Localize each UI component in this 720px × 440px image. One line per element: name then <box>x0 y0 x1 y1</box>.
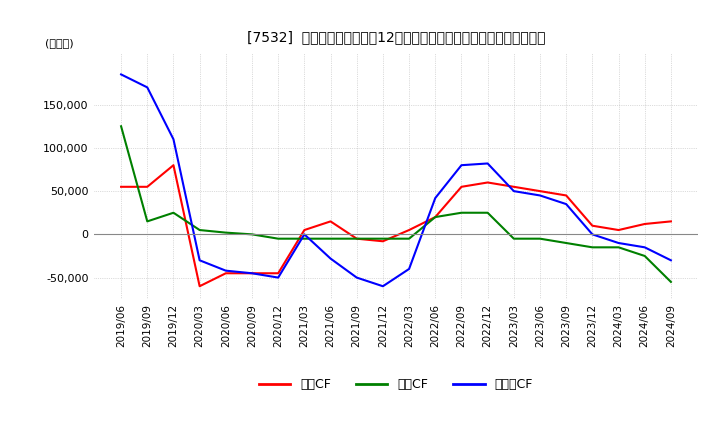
フリーCF <box>117 72 125 77</box>
フリーCF <box>326 256 335 261</box>
投資CF <box>143 219 152 224</box>
Legend: 営業CF, 投資CF, フリーCF: 営業CF, 投資CF, フリーCF <box>254 374 538 396</box>
営業CF <box>274 271 282 276</box>
フリーCF <box>614 240 623 246</box>
フリーCF <box>510 188 518 194</box>
フリーCF <box>195 258 204 263</box>
営業CF <box>117 184 125 190</box>
Title: [7532]  キャッシュフローの12か月移動合計の対前年同期増減額の推移: [7532] キャッシュフローの12か月移動合計の対前年同期増減額の推移 <box>247 31 545 45</box>
投資CF <box>195 227 204 233</box>
フリーCF <box>483 161 492 166</box>
投資CF <box>483 210 492 216</box>
営業CF <box>640 221 649 227</box>
フリーCF <box>562 202 570 207</box>
フリーCF <box>169 136 178 142</box>
投資CF <box>117 124 125 129</box>
投資CF <box>169 210 178 216</box>
営業CF <box>222 271 230 276</box>
営業CF <box>431 214 440 220</box>
投資CF <box>326 236 335 241</box>
投資CF <box>379 236 387 241</box>
フリーCF <box>143 85 152 90</box>
営業CF <box>536 188 544 194</box>
営業CF <box>614 227 623 233</box>
営業CF <box>405 227 413 233</box>
営業CF <box>248 271 256 276</box>
投資CF <box>536 236 544 241</box>
投資CF <box>431 214 440 220</box>
フリーCF <box>248 271 256 276</box>
Line: 営業CF: 営業CF <box>121 165 671 286</box>
フリーCF <box>667 258 675 263</box>
投資CF <box>352 236 361 241</box>
営業CF <box>510 184 518 190</box>
営業CF <box>143 184 152 190</box>
フリーCF <box>640 245 649 250</box>
投資CF <box>248 232 256 237</box>
営業CF <box>326 219 335 224</box>
フリーCF <box>431 195 440 201</box>
フリーCF <box>405 266 413 271</box>
営業CF <box>352 236 361 241</box>
フリーCF <box>222 268 230 273</box>
フリーCF <box>352 275 361 280</box>
Line: フリーCF: フリーCF <box>121 74 671 286</box>
Text: (百万円): (百万円) <box>45 38 74 48</box>
営業CF <box>588 223 597 228</box>
Line: 投資CF: 投資CF <box>121 126 671 282</box>
営業CF <box>483 180 492 185</box>
フリーCF <box>457 162 466 168</box>
フリーCF <box>588 232 597 237</box>
投資CF <box>562 240 570 246</box>
投資CF <box>222 230 230 235</box>
フリーCF <box>379 284 387 289</box>
投資CF <box>510 236 518 241</box>
投資CF <box>274 236 282 241</box>
営業CF <box>379 238 387 244</box>
投資CF <box>300 236 309 241</box>
営業CF <box>667 219 675 224</box>
営業CF <box>457 184 466 190</box>
投資CF <box>457 210 466 216</box>
フリーCF <box>536 193 544 198</box>
営業CF <box>300 227 309 233</box>
営業CF <box>195 284 204 289</box>
営業CF <box>169 162 178 168</box>
投資CF <box>667 279 675 285</box>
投資CF <box>614 245 623 250</box>
フリーCF <box>300 232 309 237</box>
営業CF <box>562 193 570 198</box>
フリーCF <box>274 275 282 280</box>
投資CF <box>588 245 597 250</box>
投資CF <box>405 236 413 241</box>
投資CF <box>640 253 649 259</box>
